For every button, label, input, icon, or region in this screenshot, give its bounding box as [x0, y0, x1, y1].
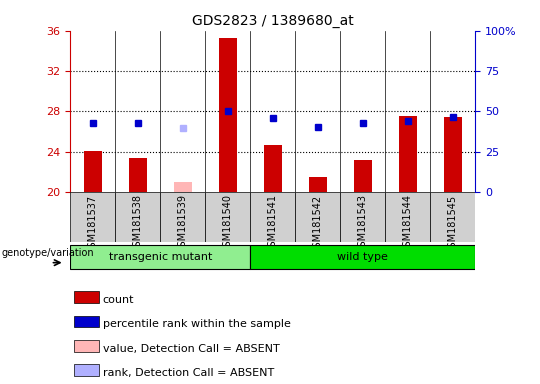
Bar — [250, 192, 295, 242]
Text: GSM181542: GSM181542 — [313, 195, 323, 253]
Text: GSM181537: GSM181537 — [87, 195, 98, 253]
Bar — [354, 160, 372, 192]
Bar — [160, 192, 205, 242]
Text: value, Detection Call = ABSENT: value, Detection Call = ABSENT — [103, 344, 279, 354]
Text: GSM181544: GSM181544 — [403, 195, 413, 253]
Title: GDS2823 / 1389680_at: GDS2823 / 1389680_at — [192, 14, 354, 28]
Text: transgenic mutant: transgenic mutant — [109, 252, 212, 262]
Bar — [75, 364, 99, 376]
Bar — [129, 158, 147, 192]
Bar — [75, 340, 99, 352]
Bar — [174, 182, 192, 192]
Text: GSM181541: GSM181541 — [268, 195, 278, 253]
Bar — [115, 192, 160, 242]
Bar — [84, 151, 102, 192]
Bar — [70, 192, 115, 242]
Bar — [309, 177, 327, 192]
Bar — [264, 145, 282, 192]
Text: genotype/variation: genotype/variation — [2, 248, 94, 258]
Bar — [70, 245, 250, 270]
Bar — [430, 192, 475, 242]
Text: percentile rank within the sample: percentile rank within the sample — [103, 319, 291, 329]
Bar — [75, 291, 99, 303]
Bar — [340, 192, 385, 242]
Bar — [75, 316, 99, 327]
Bar — [399, 116, 417, 192]
Text: rank, Detection Call = ABSENT: rank, Detection Call = ABSENT — [103, 368, 274, 378]
Bar — [295, 192, 340, 242]
Text: GSM181540: GSM181540 — [222, 195, 233, 253]
Bar — [219, 38, 237, 192]
Text: GSM181543: GSM181543 — [357, 195, 368, 253]
Bar — [444, 118, 462, 192]
Text: GSM181539: GSM181539 — [178, 195, 188, 253]
Text: wild type: wild type — [338, 252, 388, 262]
Bar — [385, 192, 430, 242]
Text: GSM181545: GSM181545 — [448, 195, 458, 253]
Bar — [250, 245, 475, 270]
Text: count: count — [103, 295, 134, 305]
Bar — [205, 192, 250, 242]
Text: GSM181538: GSM181538 — [133, 195, 143, 253]
